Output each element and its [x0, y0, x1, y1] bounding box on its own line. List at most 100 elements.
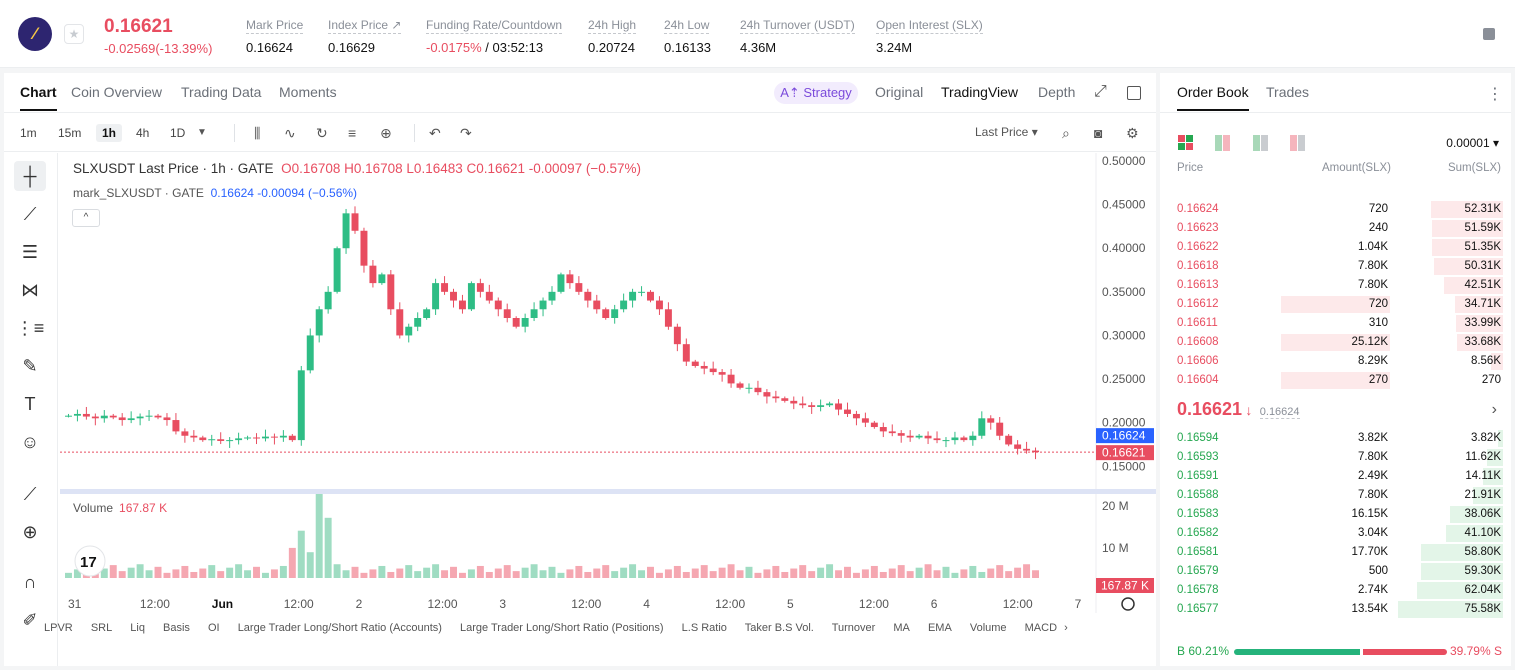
- tab-chart[interactable]: Chart: [20, 84, 57, 111]
- precision-select[interactable]: 0.00001 ▾: [1446, 136, 1499, 150]
- bid-row[interactable]: 0.16578 2.74K 62.04K: [1160, 581, 1511, 600]
- ask-row[interactable]: 0.16608 25.12K 33.68K: [1160, 333, 1511, 352]
- camera-icon[interactable]: ◙: [1094, 125, 1103, 141]
- indicator-srl[interactable]: SRL: [90, 622, 113, 634]
- undo-icon[interactable]: ↶: [429, 125, 441, 141]
- tab-coin-overview[interactable]: Coin Overview: [71, 84, 163, 100]
- indicator-ma[interactable]: MA: [893, 622, 910, 634]
- tab-moments[interactable]: Moments: [279, 84, 337, 100]
- candlestick-chart[interactable]: 0.50000 0.45000 0.40000 0.35000 0.30000 0.250…: [60, 153, 1156, 613]
- tab-trades[interactable]: Trades: [1266, 84, 1310, 100]
- bid-row[interactable]: 0.16593 7.80K 11.62K: [1160, 448, 1511, 467]
- pattern-icon[interactable]: ⋈: [21, 280, 39, 300]
- trend-line-icon[interactable]: ⟋: [23, 204, 37, 224]
- indicator-ls-ratio[interactable]: L.S Ratio: [681, 622, 727, 634]
- indicator-oi[interactable]: OI: [208, 622, 220, 634]
- bid-row[interactable]: 0.16579 500 59.30K: [1160, 562, 1511, 581]
- timeframe-1h[interactable]: 1h: [96, 124, 123, 142]
- window-icon[interactable]: [1127, 86, 1141, 100]
- amount-cell: 500: [1368, 565, 1388, 577]
- search-icon[interactable]: ⌕: [1062, 125, 1070, 141]
- tab-order-book[interactable]: Order Book: [1177, 84, 1249, 111]
- sum-cell: 270: [1481, 374, 1501, 386]
- settings-gear-icon[interactable]: ⚙: [1126, 125, 1139, 141]
- text-icon[interactable]: T: [24, 394, 36, 414]
- indicator-lpvr[interactable]: LPVR: [44, 622, 73, 634]
- view-layout2-icon[interactable]: [1215, 135, 1231, 151]
- ask-row[interactable]: 0.16624 720 52.31K: [1160, 200, 1511, 219]
- indicator-large-trader-accounts[interactable]: Large Trader Long/Short Ratio (Accounts): [237, 622, 442, 634]
- chevron-down-icon[interactable]: ▼: [197, 127, 207, 138]
- indicator-volume[interactable]: Volume: [969, 622, 1007, 634]
- ask-row[interactable]: 0.16623 240 51.59K: [1160, 219, 1511, 238]
- view-original[interactable]: Original: [875, 84, 924, 100]
- volume-bar: [799, 565, 807, 578]
- book-icon[interactable]: [1483, 28, 1495, 40]
- collapse-legend-button[interactable]: ^: [72, 209, 100, 227]
- indicator-macd[interactable]: MACD: [1024, 622, 1058, 634]
- volume-bar: [906, 571, 914, 578]
- timeframe-4h[interactable]: 4h: [136, 126, 150, 140]
- ask-row[interactable]: 0.16613 7.80K 42.51K: [1160, 276, 1511, 295]
- indicator-icon[interactable]: ∿: [284, 125, 296, 141]
- horizontal-lines-icon[interactable]: ☰: [21, 242, 39, 262]
- strategy-button[interactable]: A⇡ Strategy: [774, 82, 858, 104]
- timeframe-15m[interactable]: 15m: [58, 126, 82, 140]
- view-asks-icon[interactable]: [1290, 135, 1306, 151]
- pencil-lock-icon[interactable]: ✐: [22, 610, 38, 630]
- replay-icon[interactable]: ↻: [316, 125, 328, 141]
- ask-row[interactable]: 0.16612 720 34.71K: [1160, 295, 1511, 314]
- bid-row[interactable]: 0.16583 16.15K 38.06K: [1160, 505, 1511, 524]
- indicator-liq[interactable]: Liq: [130, 622, 145, 634]
- ask-row[interactable]: 0.16604 270 270: [1160, 371, 1511, 390]
- sum-cell: 62.04K: [1464, 584, 1501, 596]
- bid-row[interactable]: 0.16581 17.70K 58.80K: [1160, 543, 1511, 562]
- expand-icon[interactable]: ⤢: [1094, 83, 1107, 100]
- template-icon[interactable]: ≡: [348, 125, 357, 141]
- bid-row[interactable]: 0.16577 13.54K 75.58K: [1160, 600, 1511, 619]
- ask-row[interactable]: 0.16618 7.80K 50.31K: [1160, 257, 1511, 276]
- fib-icon[interactable]: ⋮≡: [15, 318, 45, 338]
- stat-index-price[interactable]: Index Price ↗ 0.16629: [328, 18, 402, 55]
- indicator-turnover[interactable]: Turnover: [831, 622, 876, 634]
- view-both-icon[interactable]: [1178, 135, 1194, 151]
- volume-bar: [261, 572, 269, 578]
- last-price-select[interactable]: Last Price ▾: [975, 125, 1038, 139]
- favorite-star-icon[interactable]: ★: [64, 24, 84, 44]
- ask-row[interactable]: 0.16611 310 33.99K: [1160, 314, 1511, 333]
- crosshair-icon[interactable]: ┼: [14, 161, 46, 191]
- indicator-large-trader-positions[interactable]: Large Trader Long/Short Ratio (Positions…: [459, 622, 664, 634]
- timeframe-1d[interactable]: 1D: [170, 126, 186, 140]
- indicator-basis[interactable]: Basis: [163, 622, 190, 634]
- ask-row[interactable]: 0.16606 8.29K 8.56K: [1160, 352, 1511, 371]
- view-bids-icon[interactable]: [1252, 135, 1269, 151]
- more-vertical-icon[interactable]: ⋮: [1487, 86, 1503, 103]
- candle-type-icon[interactable]: ⫼: [254, 125, 261, 141]
- redo-icon[interactable]: ↷: [460, 125, 472, 141]
- indicator-taker-bs-vol[interactable]: Taker B.S Vol.: [744, 622, 814, 634]
- brush-icon[interactable]: ✎: [22, 356, 38, 376]
- candle-body: [467, 283, 475, 310]
- emoji-icon[interactable]: ☺: [20, 432, 40, 452]
- timeframe-1m[interactable]: 1m: [20, 126, 37, 140]
- magnet-icon[interactable]: ∩: [23, 572, 37, 592]
- view-tradingview[interactable]: TradingView: [941, 84, 1019, 100]
- ask-row[interactable]: 0.16622 1.04K 51.35K: [1160, 238, 1511, 257]
- bid-row[interactable]: 0.16591 2.49K 14.11K: [1160, 467, 1511, 486]
- chevron-right-icon[interactable]: ›: [1491, 401, 1497, 418]
- tab-trading-data[interactable]: Trading Data: [181, 84, 262, 100]
- bid-row[interactable]: 0.16594 3.82K 3.82K: [1160, 429, 1511, 448]
- indicator-ema[interactable]: EMA: [927, 622, 952, 634]
- price-chart[interactable]: 0.50000 0.45000 0.40000 0.35000 0.30000 0.250…: [60, 153, 1156, 613]
- candle-body: [745, 387, 753, 389]
- bid-row[interactable]: 0.16582 3.04K 41.10K: [1160, 524, 1511, 543]
- chevron-right-icon[interactable]: ›: [1064, 622, 1068, 634]
- candle-body: [852, 413, 860, 419]
- depth-bar: [1421, 544, 1503, 561]
- view-depth[interactable]: Depth: [1038, 84, 1076, 100]
- add-indicator-icon[interactable]: ⊕: [380, 125, 392, 141]
- zoom-in-icon[interactable]: ⊕: [22, 522, 38, 542]
- mid-mark-price: 0.16624: [1259, 406, 1300, 419]
- bid-row[interactable]: 0.16588 7.80K 21.91K: [1160, 486, 1511, 505]
- ruler-icon[interactable]: ⟋: [23, 484, 37, 504]
